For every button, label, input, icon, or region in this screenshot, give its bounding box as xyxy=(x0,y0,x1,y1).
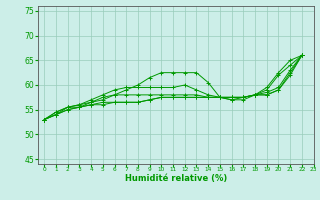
X-axis label: Humidité relative (%): Humidité relative (%) xyxy=(125,174,227,183)
